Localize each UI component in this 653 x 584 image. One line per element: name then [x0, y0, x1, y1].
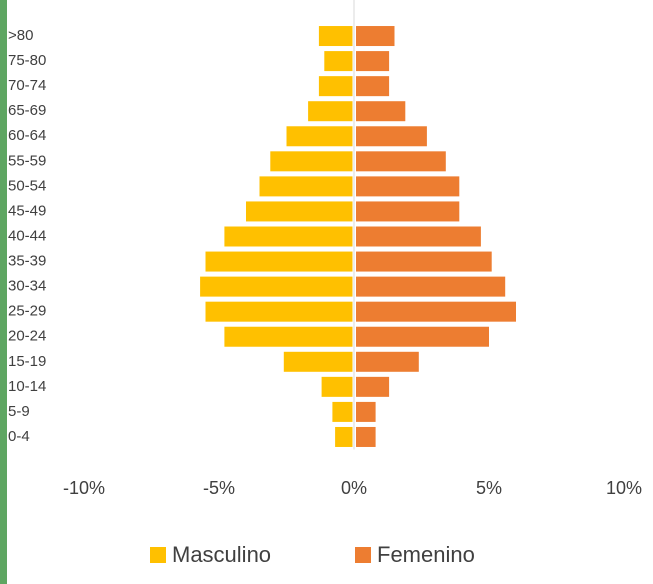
bar	[308, 101, 353, 122]
bar	[246, 201, 353, 222]
y-tick-label: 45-49	[8, 202, 46, 219]
bar	[356, 276, 506, 297]
bar	[259, 176, 353, 197]
bar	[286, 126, 353, 147]
legend-swatch	[355, 547, 371, 563]
bar	[356, 76, 390, 97]
y-tick-label: 50-54	[8, 177, 46, 194]
x-tick-label: 10%	[606, 478, 642, 498]
bar	[321, 376, 353, 397]
bar	[356, 126, 427, 147]
bar	[205, 251, 353, 272]
y-tick-label: 55-59	[8, 152, 46, 169]
bar	[200, 276, 353, 297]
y-tick-label: 0-4	[8, 428, 30, 445]
bar	[356, 26, 395, 47]
legend-label: Masculino	[172, 542, 271, 567]
bar	[356, 201, 460, 222]
y-tick-label: 15-19	[8, 353, 46, 370]
bar	[356, 51, 390, 72]
bar	[356, 226, 481, 247]
bar	[318, 76, 353, 97]
x-tick-label: -10%	[63, 478, 105, 498]
bar	[356, 176, 460, 197]
x-tick-label: 0%	[341, 478, 367, 498]
bar	[356, 426, 376, 447]
y-tick-label: 60-64	[8, 127, 46, 144]
bar	[356, 351, 419, 372]
x-tick-label: -5%	[203, 478, 235, 498]
y-tick-label: 30-34	[8, 278, 46, 295]
y-tick-label: 10-14	[8, 378, 46, 395]
y-tick-label: 20-24	[8, 328, 46, 345]
bar	[356, 401, 376, 422]
y-tick-label: 25-29	[8, 303, 46, 320]
y-tick-label: 5-9	[8, 403, 30, 420]
bar	[356, 101, 406, 122]
y-tick-label: >80	[8, 27, 33, 44]
bar	[356, 251, 492, 272]
y-tick-label: 75-80	[8, 52, 46, 69]
bar	[356, 301, 516, 322]
legend-label: Femenino	[377, 542, 475, 567]
y-tick-label: 40-44	[8, 227, 46, 244]
bar	[224, 326, 353, 347]
side-strip	[0, 0, 7, 584]
bar	[270, 151, 353, 172]
bar	[332, 401, 353, 422]
legend-swatch	[150, 547, 166, 563]
bar	[205, 301, 353, 322]
bar	[224, 226, 353, 247]
bar	[318, 26, 353, 47]
bar	[283, 351, 353, 372]
bar	[356, 326, 489, 347]
bar	[356, 151, 446, 172]
y-tick-label: 70-74	[8, 77, 46, 94]
y-tick-label: 65-69	[8, 102, 46, 119]
bar	[356, 376, 390, 397]
x-tick-label: 5%	[476, 478, 502, 498]
bar	[335, 426, 353, 447]
y-tick-label: 35-39	[8, 253, 46, 270]
bar	[324, 51, 353, 72]
